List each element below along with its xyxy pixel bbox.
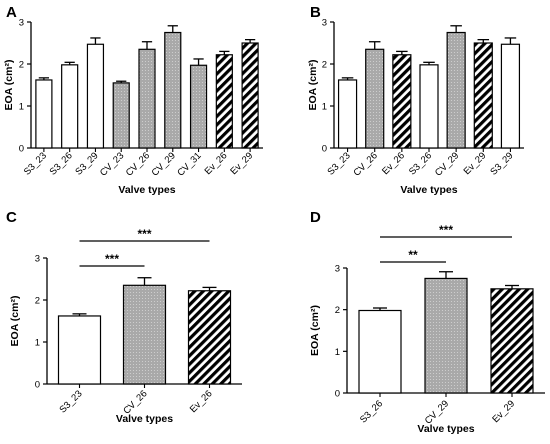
y-tick-label: 2 — [19, 60, 24, 71]
category-label: S3_29 — [488, 150, 515, 177]
panel-letter: B — [310, 4, 321, 21]
y-tick-label: 1 — [335, 347, 340, 358]
x-axis-title: Valve types — [417, 423, 474, 435]
category-label: S3_26 — [48, 150, 75, 177]
category-label: Ev_26 — [188, 388, 215, 415]
y-tick-label: 0 — [335, 389, 340, 400]
category-label: Ev_29 — [228, 150, 255, 177]
bar — [241, 42, 259, 149]
bar — [365, 48, 385, 149]
significance-label: *** — [439, 223, 453, 237]
bar — [138, 48, 156, 149]
category-label: CV_26 — [124, 150, 152, 178]
y-tick-label: 0 — [322, 144, 327, 155]
bar — [446, 31, 466, 149]
bar — [112, 82, 130, 149]
bar — [187, 290, 232, 385]
category-label: Ev_26 — [380, 150, 407, 177]
bar — [419, 64, 439, 149]
y-tick-label: 3 — [335, 264, 340, 275]
bar — [500, 43, 521, 149]
y-tick-label: 2 — [322, 60, 327, 71]
bar — [392, 54, 412, 149]
category-label: S3_26 — [358, 398, 385, 425]
category-label: S3_23 — [57, 388, 84, 415]
y-tick-label: 2 — [35, 296, 40, 307]
bar — [61, 64, 79, 149]
y-tick-label: 0 — [19, 144, 24, 155]
x-axis-title: Valve types — [116, 413, 173, 425]
category-label: CV_26 — [352, 150, 380, 178]
bar — [122, 284, 167, 385]
significance-label: *** — [105, 252, 119, 266]
category-label: CV_29 — [150, 150, 178, 178]
bar — [473, 42, 493, 149]
significance-label: *** — [137, 227, 151, 241]
category-label: CV_23 — [98, 150, 126, 178]
category-label: S3_26 — [407, 150, 434, 177]
y-axis-title: EOA (cm²) — [3, 60, 15, 111]
bar — [215, 54, 233, 149]
bar — [35, 79, 53, 149]
bar — [424, 277, 468, 394]
panel-a-chart: A 0 1 2 3 S3_23S3_26S3_29CV_23CV_26CV_29CV_31… — [3, 4, 263, 196]
x-axis-title: Valve types — [118, 184, 175, 196]
category-label: S3_23 — [22, 150, 49, 177]
category-label: S3_29 — [73, 150, 100, 177]
bar — [57, 315, 102, 385]
bar — [86, 43, 105, 149]
category-label: CV_29 — [433, 150, 461, 178]
category-label: Ev_26 — [203, 150, 230, 177]
y-tick-label: 3 — [19, 18, 24, 29]
y-tick-label: 2 — [335, 305, 340, 316]
panel-letter: D — [310, 209, 321, 226]
panel-letter: A — [6, 4, 17, 21]
category-label: Ev_29 — [490, 398, 517, 425]
category-label: S3_23 — [325, 150, 352, 177]
y-axis-title: EOA (cm²) — [307, 60, 319, 111]
y-tick-label: 0 — [35, 380, 40, 391]
y-tick-label: 3 — [35, 254, 40, 265]
significance-label: ** — [408, 248, 418, 262]
category-label: Ev_29 — [462, 150, 489, 177]
x-axis-title: Valve types — [400, 184, 457, 196]
bar — [337, 79, 358, 149]
y-axis-title: EOA (cm²) — [9, 296, 21, 347]
y-tick-label: 1 — [19, 102, 24, 113]
y-tick-label: 3 — [322, 18, 327, 29]
category-label: CV_31 — [175, 150, 203, 178]
bar — [164, 31, 182, 149]
y-tick-label: 1 — [322, 102, 327, 113]
panel-letter: C — [6, 209, 17, 226]
bar — [490, 288, 534, 394]
bar — [358, 309, 402, 394]
y-tick-label: 1 — [35, 338, 40, 349]
y-axis-title: EOA (cm²) — [309, 305, 321, 356]
bar — [189, 64, 208, 149]
